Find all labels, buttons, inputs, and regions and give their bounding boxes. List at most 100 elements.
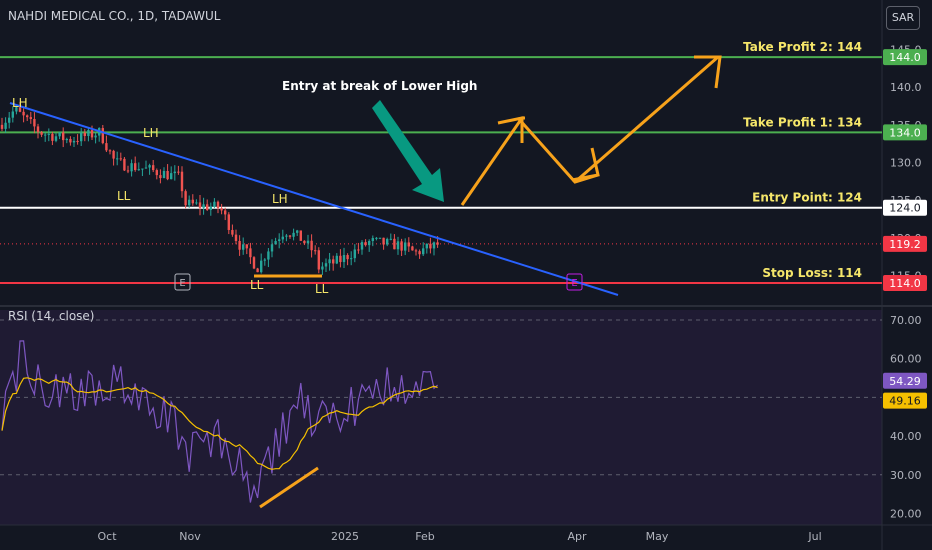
price-tick-label: 130.0 (890, 157, 922, 170)
candle-body (350, 258, 353, 260)
projection-leg-3 (574, 55, 719, 184)
swing-label: LH (12, 96, 28, 110)
candle-body (72, 140, 76, 143)
candle-body (47, 133, 50, 135)
candle-body (292, 232, 295, 237)
candle-body (227, 214, 230, 230)
candle-body (324, 263, 328, 267)
price-tag-bg (883, 124, 927, 141)
time-axis-label: Oct (97, 530, 117, 543)
candle-body (11, 111, 14, 118)
level-label: Take Profit 1: 134 (743, 115, 862, 129)
earnings-marker (566, 273, 583, 291)
candle-body (195, 202, 198, 204)
swing-label: LH (143, 126, 159, 140)
time-axis-label: Jul (807, 530, 821, 543)
time-axis-label: Apr (567, 530, 587, 543)
candle-body (375, 237, 378, 239)
downtrend-line (9, 102, 619, 296)
candle-body (296, 230, 299, 233)
candle-body (152, 165, 155, 171)
candle-body (270, 244, 274, 252)
candle-body (299, 230, 302, 241)
candle-body (94, 135, 97, 138)
candle-body (389, 238, 392, 240)
candle-body (249, 248, 252, 258)
candle-body (33, 118, 36, 127)
earnings-marker (174, 273, 191, 291)
candle-body (234, 234, 238, 242)
level-label: Take Profit 2: 144 (743, 40, 862, 54)
candle-body (436, 242, 439, 245)
candle-body (26, 115, 29, 118)
level-label: Entry Point: 124 (752, 191, 862, 205)
candle-body (177, 171, 180, 173)
candle-body (238, 241, 241, 250)
candle-body (148, 165, 151, 168)
candle-body (162, 170, 166, 179)
candle-body (108, 150, 112, 152)
rsi-value-tag (883, 372, 927, 389)
price-tag-label: 114.0 (889, 277, 921, 290)
candle-body (274, 240, 277, 245)
candle-body (281, 236, 284, 240)
candle-body (371, 238, 374, 242)
candle-body (130, 163, 133, 172)
candle-body (119, 158, 122, 160)
candle-body (288, 235, 292, 237)
candle-body (364, 242, 367, 246)
projection-arrowhead (571, 147, 600, 182)
projection-arrowhead (497, 116, 524, 143)
candle-body (256, 268, 259, 273)
price-tag-bg (883, 49, 927, 66)
candle-body (368, 241, 371, 246)
candle-body (231, 229, 234, 235)
candle-body (36, 126, 40, 133)
candle-body (314, 250, 317, 252)
candle-body (303, 240, 306, 244)
candle-body (159, 175, 162, 179)
candle-body (414, 250, 418, 252)
price-tag-bg (883, 199, 927, 216)
currency-button[interactable]: SAR (886, 6, 920, 30)
rsi-pane-bg (0, 310, 882, 525)
price-tag-label: 119.2 (889, 238, 921, 251)
candle-body (216, 201, 220, 209)
rsi-tick-label: 40.00 (890, 430, 922, 443)
rsi-ma-line (1, 377, 438, 470)
candle-body (144, 167, 148, 169)
rsi-tick-label: 70.00 (890, 314, 922, 327)
price-tag-label: 134.0 (889, 126, 921, 139)
candle-body (198, 202, 202, 208)
candle-body (202, 204, 205, 208)
price-tag-bg (883, 235, 927, 252)
swing-label: LL (315, 282, 329, 296)
candle-body (220, 208, 223, 211)
candle-body (393, 238, 396, 250)
candle-body (65, 138, 68, 141)
candle-body (386, 238, 389, 245)
chart-title: NAHDI MEDICAL CO., 1D, TADAWUL (8, 9, 221, 23)
rsi-value-tag (883, 392, 927, 409)
candle-body (51, 133, 54, 141)
candle-body (62, 132, 65, 141)
candle-body (396, 241, 400, 250)
time-axis-label: Nov (179, 530, 201, 543)
price-tag-label: 144.0 (889, 51, 921, 64)
candle-body (40, 132, 43, 135)
candle-body (407, 242, 410, 247)
entry-arrow (372, 100, 444, 202)
candle-body (180, 171, 184, 192)
candle-body (15, 107, 18, 112)
candle-body (191, 199, 194, 204)
candle-body (137, 169, 140, 171)
candle-body (112, 150, 115, 159)
time-axis-label: Feb (415, 530, 434, 543)
candle-body (29, 117, 32, 119)
candle-body (90, 130, 94, 138)
candle-body (422, 248, 425, 255)
candle-body (80, 132, 83, 142)
candle-body (69, 138, 72, 143)
candle-body (4, 122, 7, 129)
